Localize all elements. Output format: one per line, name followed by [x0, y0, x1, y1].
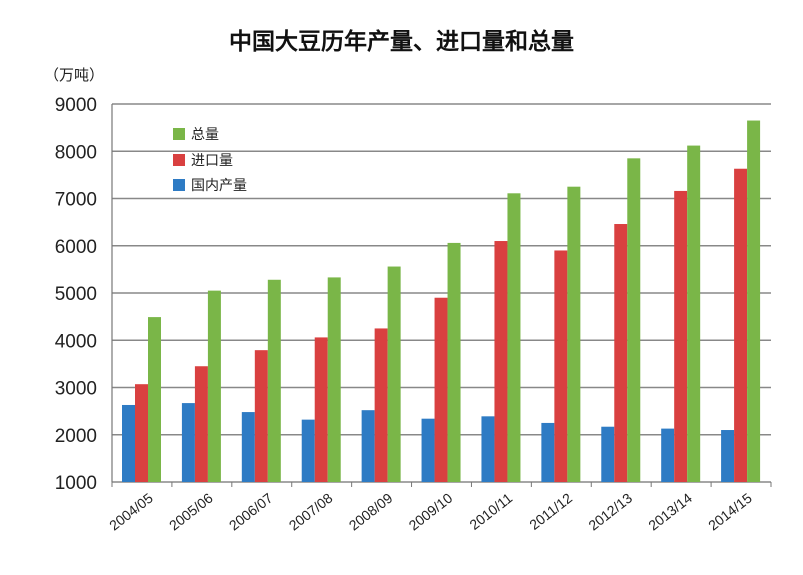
bar-total	[267, 279, 281, 482]
legend-label: 总量	[191, 127, 219, 143]
bar-import	[554, 250, 568, 482]
bar-import	[194, 366, 208, 482]
chart-title: 中国大豆历年产量、进口量和总量	[229, 29, 574, 55]
x-tick-label: 2012/13	[585, 490, 635, 534]
x-tick-label: 2007/08	[286, 490, 336, 534]
y-axis-unit-label: （万吨）	[44, 66, 105, 84]
bar-domestic	[241, 412, 255, 482]
bar-total	[747, 120, 761, 482]
bar-total	[687, 145, 701, 482]
y-tick-label: 9000	[55, 95, 97, 116]
y-tick-label: 1000	[55, 473, 97, 494]
bar-total	[567, 186, 581, 482]
bar-total	[148, 317, 161, 482]
legend-swatch-import	[173, 154, 185, 166]
x-tick-label: 2008/09	[346, 490, 396, 534]
bar-import	[734, 168, 748, 483]
bar-import	[314, 337, 328, 482]
bar-total	[207, 290, 221, 482]
x-tick-label: 2011/12	[526, 490, 575, 533]
y-tick-label: 3000	[55, 379, 97, 400]
bar-domestic	[421, 418, 435, 482]
x-tick-label: 2005/06	[166, 490, 216, 534]
bar-domestic	[181, 403, 195, 482]
bar-total	[327, 277, 341, 482]
bar-domestic	[301, 419, 315, 482]
y-tick-label: 7000	[55, 190, 97, 211]
x-tick-label: 2010/11	[466, 490, 515, 533]
bar-import	[374, 328, 388, 482]
legend-item-import: 进口量	[173, 150, 233, 170]
legend-item-total: 总量	[173, 124, 219, 144]
legend-swatch-domestic	[173, 179, 185, 191]
bar-import	[135, 384, 148, 482]
bar-total	[387, 266, 401, 482]
bar-import	[614, 224, 628, 482]
bar-import	[434, 297, 448, 482]
x-tick-label: 2009/10	[406, 490, 456, 534]
bar-import	[674, 190, 688, 482]
legend-label: 国内产量	[191, 178, 247, 194]
legend-swatch-total	[173, 128, 185, 140]
y-tick-label: 8000	[55, 142, 97, 163]
bar-import	[494, 241, 508, 482]
y-tick-label: 2000	[55, 426, 97, 447]
x-tick-label: 2013/14	[645, 490, 695, 534]
bar-domestic	[481, 416, 495, 482]
legend-item-domestic: 国内产量	[173, 175, 247, 195]
bar-domestic	[721, 430, 735, 482]
bar-total	[507, 193, 521, 483]
x-tick-label: 2014/15	[705, 490, 755, 534]
bar-domestic	[361, 410, 375, 482]
bar-domestic	[661, 428, 675, 482]
bar-domestic	[601, 426, 615, 482]
y-tick-label: 4000	[55, 331, 97, 352]
y-tick-label: 6000	[55, 237, 97, 258]
legend-label: 进口量	[191, 153, 233, 169]
bar-total	[447, 242, 461, 482]
bar-domestic	[122, 404, 135, 482]
bar-import	[254, 350, 268, 482]
x-tick-label: 2006/07	[226, 490, 276, 534]
x-tick-label: 2004/05	[106, 490, 156, 534]
bar-domestic	[541, 422, 555, 482]
y-tick-label: 5000	[55, 284, 97, 305]
bar-total	[627, 158, 641, 482]
